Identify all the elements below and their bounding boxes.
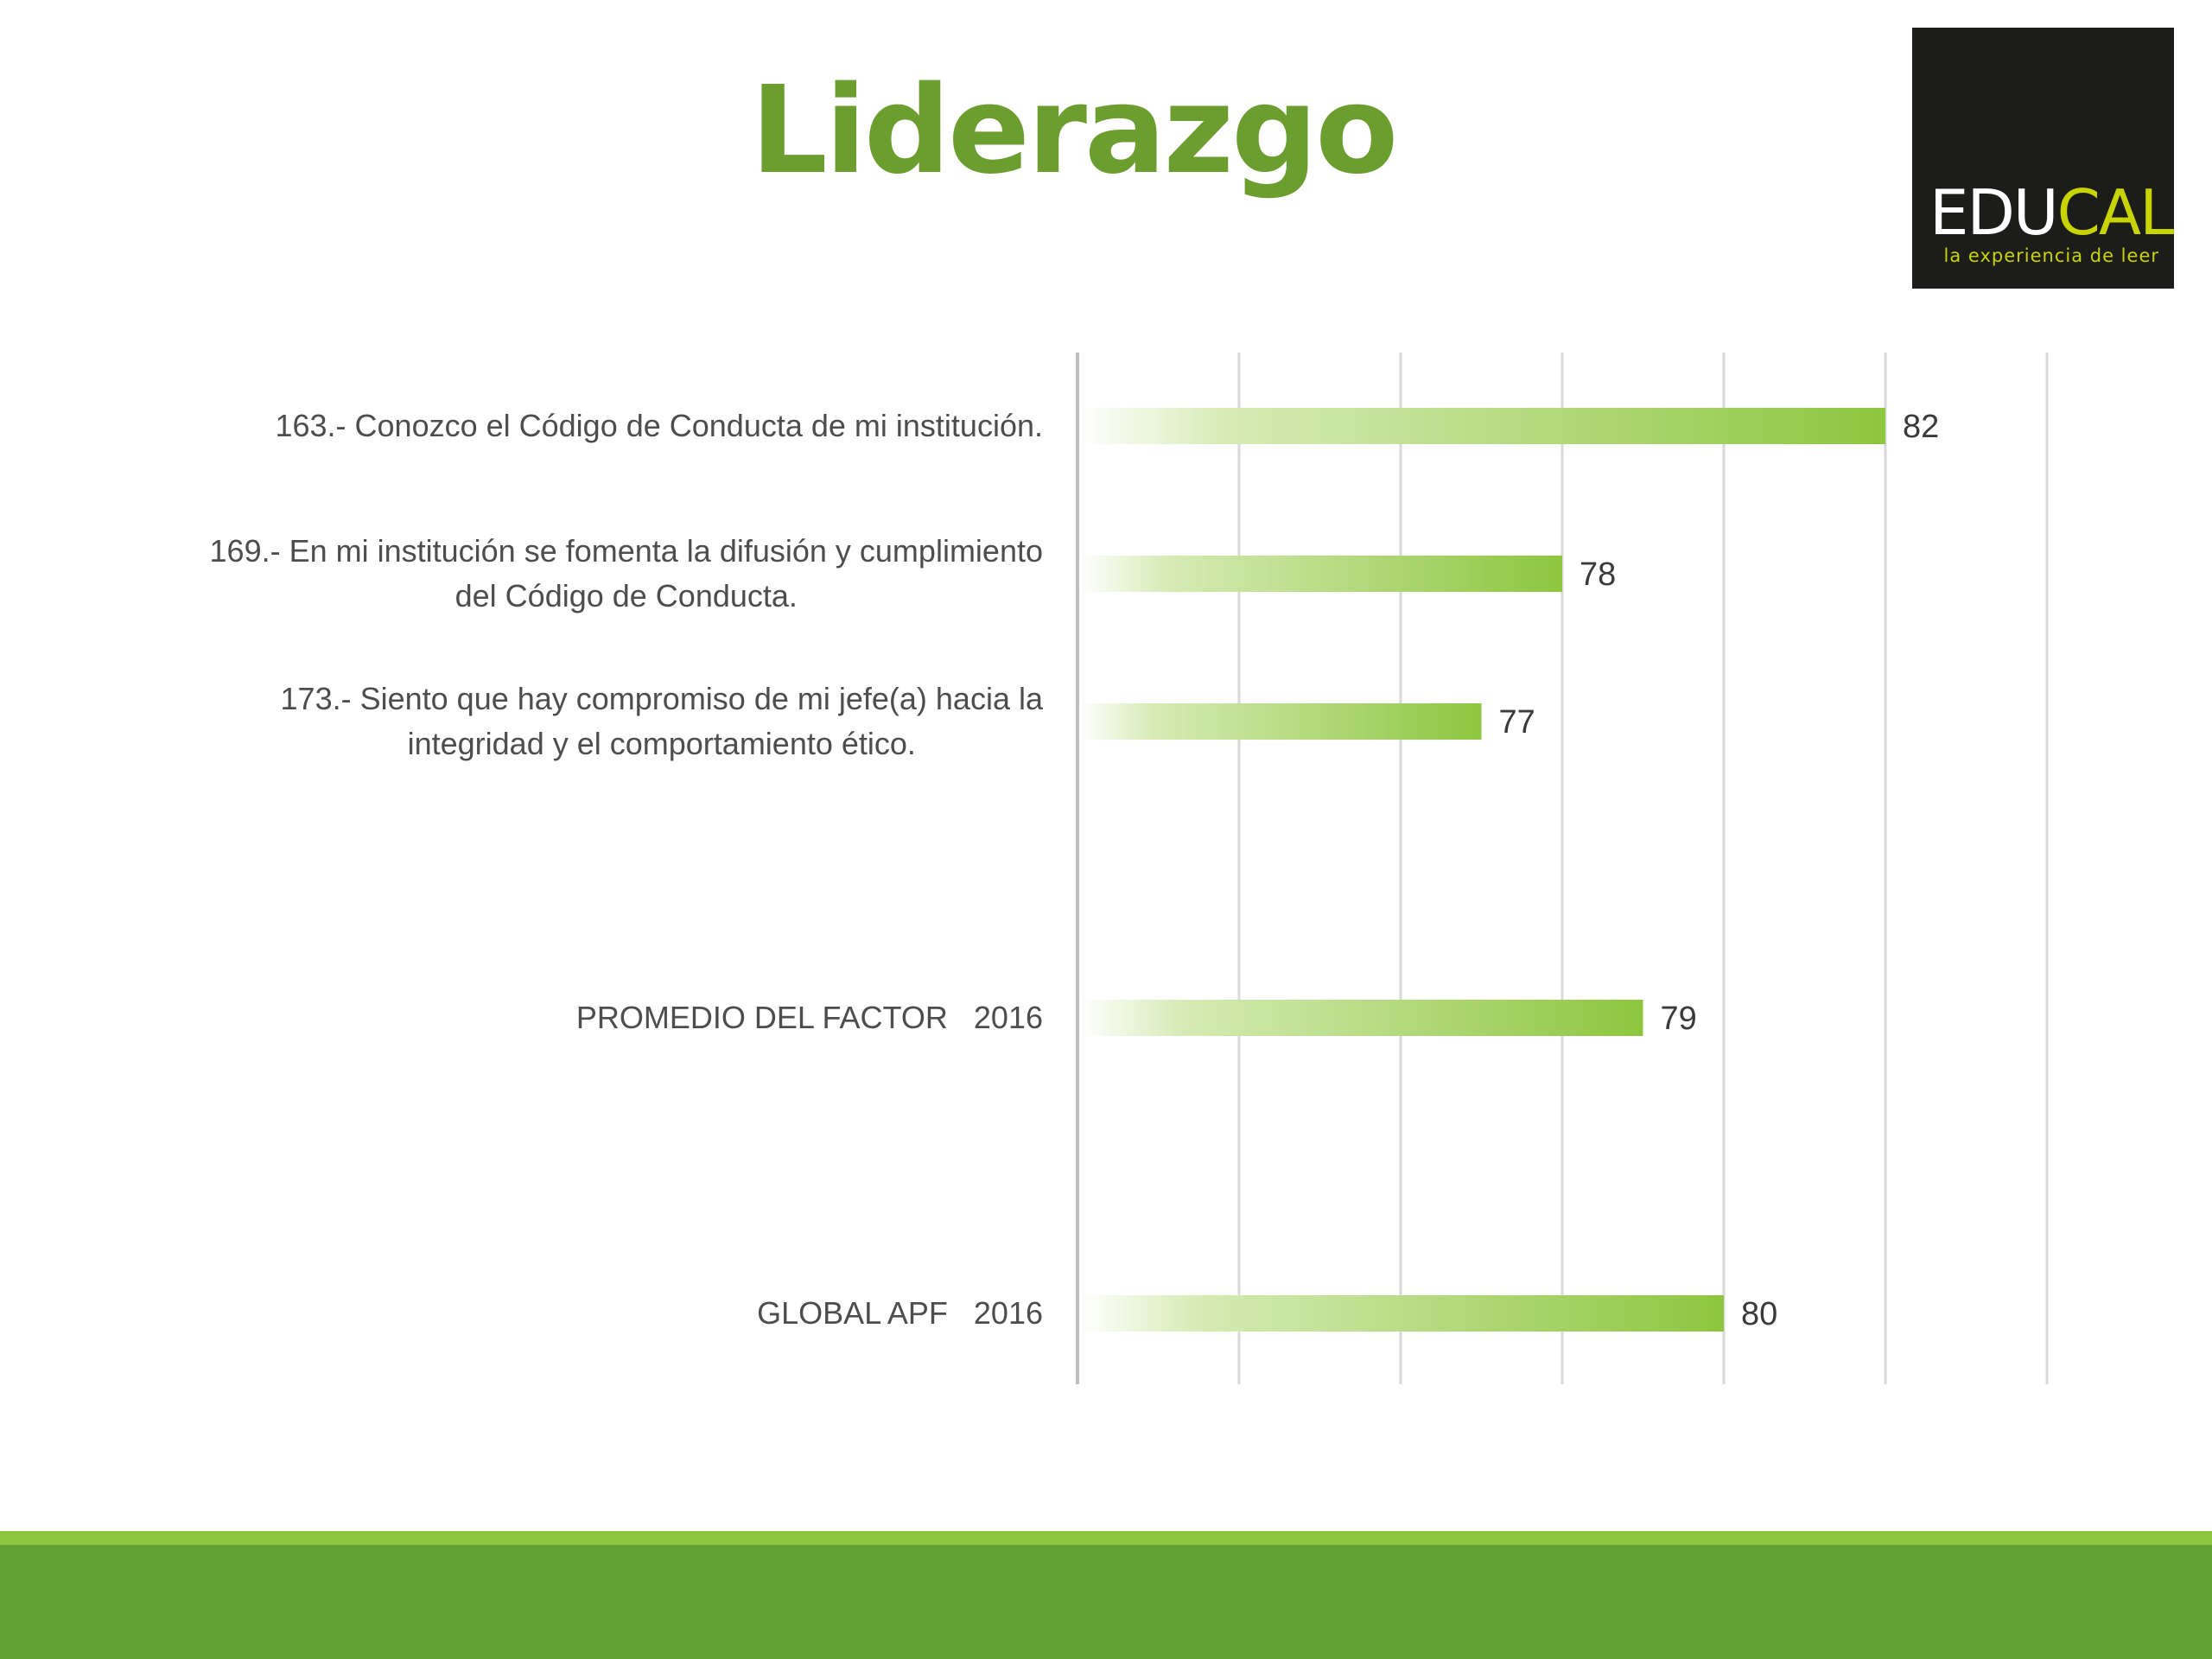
bars bbox=[1081, 408, 1885, 1332]
category-label-line: integridad y el comportamiento ético. bbox=[408, 726, 916, 761]
data-label: 78 bbox=[1580, 556, 1616, 593]
bar bbox=[1081, 408, 1885, 444]
data-label: 82 bbox=[1903, 409, 1939, 445]
category-label: 163.- Conozco el Código de Conducta de m… bbox=[275, 408, 1043, 443]
logo-wordmark: EDUCAL bbox=[1929, 181, 2174, 244]
bar bbox=[1081, 556, 1562, 592]
logo-word-main: EDU bbox=[1929, 176, 2059, 249]
bar bbox=[1081, 703, 1482, 740]
data-label: 80 bbox=[1741, 1296, 1777, 1332]
category-label-line: 173.- Siento que hay compromiso de mi je… bbox=[281, 681, 1044, 716]
category-label-line: GLOBAL APF 2016 bbox=[757, 1295, 1043, 1331]
slide-title: Liderazgo bbox=[750, 60, 1399, 201]
bar bbox=[1081, 1295, 1724, 1332]
logo-word-accent: CAL bbox=[2056, 176, 2175, 249]
category-label-line: del Código de Conducta. bbox=[455, 578, 798, 613]
category-label-line: 163.- Conozco el Código de Conducta de m… bbox=[275, 408, 1043, 443]
data-label: 79 bbox=[1661, 1001, 1697, 1037]
category-label-line: 169.- En mi institución se fomenta la di… bbox=[210, 533, 1043, 569]
data-label: 77 bbox=[1499, 704, 1535, 741]
category-label: PROMEDIO DEL FACTOR 2016 bbox=[576, 1000, 1043, 1035]
category-labels: 163.- Conozco el Código de Conducta de m… bbox=[210, 408, 1044, 1331]
footer-accent-line bbox=[0, 1531, 2212, 1545]
bar-chart: 163.- Conozco el Código de Conducta de m… bbox=[210, 353, 2049, 1384]
footer-band bbox=[0, 1545, 2212, 1659]
value-labels: 82 78 77 79 80 bbox=[1499, 409, 1940, 1332]
category-label: GLOBAL APF 2016 bbox=[757, 1295, 1043, 1331]
category-label: 169.- En mi institución se fomenta la di… bbox=[210, 533, 1043, 613]
category-label: 173.- Siento que hay compromiso de mi je… bbox=[281, 681, 1044, 761]
category-label-line: PROMEDIO DEL FACTOR 2016 bbox=[576, 1000, 1043, 1035]
gridlines bbox=[1076, 353, 2049, 1384]
educal-logo: EDUCAL la experiencia de leer bbox=[1912, 28, 2174, 289]
logo-tagline: la experiencia de leer bbox=[1943, 245, 2159, 266]
bar bbox=[1081, 1000, 1643, 1036]
